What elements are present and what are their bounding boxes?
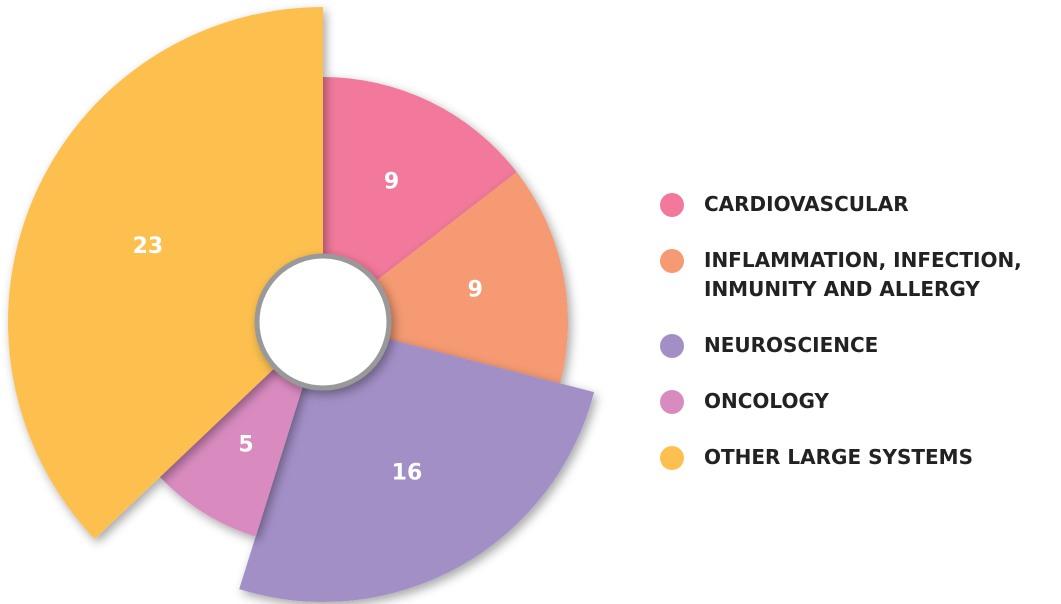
pie-area: 9 9 16 5 23 (8, 7, 595, 602)
legend-label: INFLAMMATION, INFECTION, INMUNITY AND AL… (704, 248, 1022, 301)
value-label: 16 (392, 460, 423, 485)
value-label: 23 (133, 234, 164, 259)
legend-item: NEUROSCIENCE (660, 331, 1060, 360)
value-label: 5 (238, 432, 253, 457)
pie-slice (323, 77, 517, 322)
legend-swatch (660, 334, 684, 358)
legend-label: CARDIOVASCULAR (704, 192, 909, 216)
legend-swatch (660, 390, 684, 414)
legend-item: ONCOLOGY (660, 387, 1060, 416)
legend-label: NEUROSCIENCE (704, 333, 879, 357)
legend-swatch (660, 193, 684, 217)
legend-label: OTHER LARGE SYSTEMS (704, 445, 973, 469)
value-label: 9 (468, 278, 483, 303)
pie-slice (8, 7, 324, 540)
legend-item: OTHER LARGE SYSTEMS (660, 443, 1060, 472)
pie-slice (239, 322, 595, 602)
legend-swatch (660, 446, 684, 470)
legend-item: CARDIOVASCULAR (660, 190, 1060, 219)
legend-swatch (660, 249, 684, 273)
legend: CARDIOVASCULAR INFLAMMATION, INFECTION, I… (660, 190, 1060, 499)
value-label: 9 (384, 169, 399, 194)
legend-item: INFLAMMATION, INFECTION, INMUNITY AND AL… (660, 246, 1060, 304)
center-hole (254, 253, 392, 391)
legend-label: ONCOLOGY (704, 389, 829, 413)
